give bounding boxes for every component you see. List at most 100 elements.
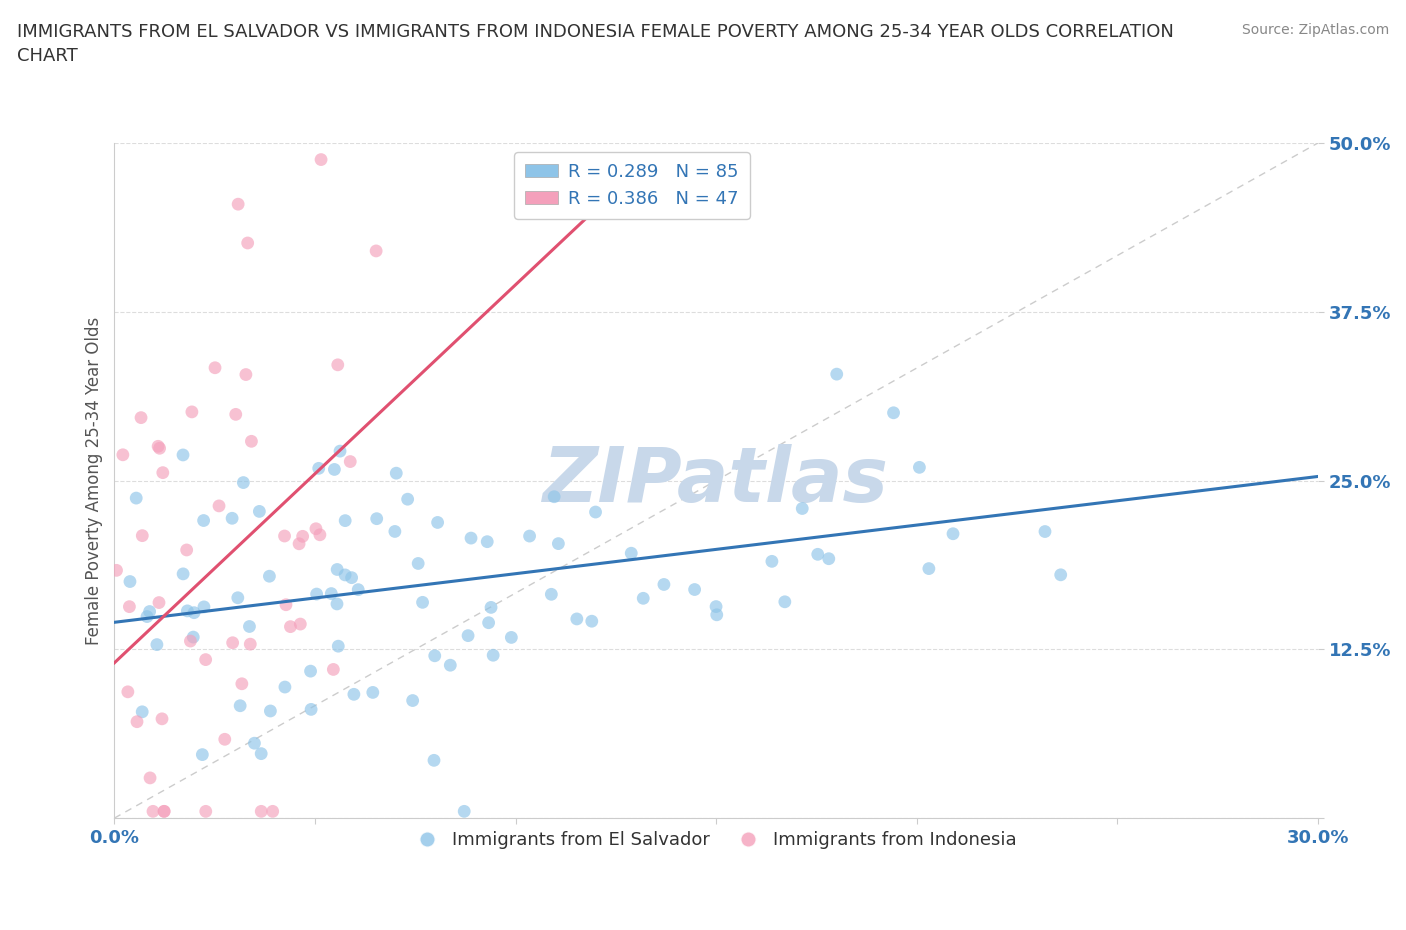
Immigrants from Indonesia <box>139 770 162 785</box>
Immigrants from Indonesia <box>131 528 153 543</box>
Immigrants from Indonesia <box>153 804 176 818</box>
Immigrants from El Salvador <box>501 630 523 644</box>
Immigrants from El Salvador <box>136 609 159 624</box>
Immigrants from Indonesia <box>111 447 134 462</box>
Immigrants from El Salvador <box>683 582 706 597</box>
Immigrants from El Salvador <box>125 491 148 506</box>
Immigrants from El Salvador <box>229 698 252 713</box>
Immigrants from El Salvador <box>807 547 830 562</box>
Immigrants from El Salvador <box>193 513 215 528</box>
Immigrants from Indonesia <box>149 441 172 456</box>
Immigrants from El Salvador <box>581 614 603 629</box>
Immigrants from Indonesia <box>305 522 328 537</box>
Immigrants from El Salvador <box>565 612 588 627</box>
Text: ZIPatlas: ZIPatlas <box>543 444 889 517</box>
Immigrants from El Salvador <box>761 554 783 569</box>
Immigrants from Indonesia <box>309 527 332 542</box>
Immigrants from El Salvador <box>477 534 499 549</box>
Immigrants from Indonesia <box>118 599 141 614</box>
Immigrants from El Salvador <box>426 515 449 530</box>
Immigrants from Indonesia <box>236 235 259 250</box>
Immigrants from El Salvador <box>792 501 814 516</box>
Immigrants from Indonesia <box>239 637 262 652</box>
Immigrants from El Salvador <box>138 604 160 619</box>
Immigrants from Indonesia <box>125 714 148 729</box>
Immigrants from Indonesia <box>152 465 174 480</box>
Immigrants from Indonesia <box>214 732 236 747</box>
Immigrants from El Salvador <box>299 702 322 717</box>
Immigrants from El Salvador <box>652 577 675 591</box>
Immigrants from Indonesia <box>226 197 249 212</box>
Text: IMMIGRANTS FROM EL SALVADOR VS IMMIGRANTS FROM INDONESIA FEMALE POVERTY AMONG 25: IMMIGRANTS FROM EL SALVADOR VS IMMIGRANT… <box>17 23 1174 65</box>
Immigrants from El Salvador <box>620 546 643 561</box>
Immigrants from El Salvador <box>340 570 363 585</box>
Immigrants from El Salvador <box>423 648 446 663</box>
Immigrants from Indonesia <box>240 434 263 449</box>
Immigrants from El Salvador <box>308 461 330 476</box>
Immigrants from El Salvador <box>118 574 141 589</box>
Legend: Immigrants from El Salvador, Immigrants from Indonesia: Immigrants from El Salvador, Immigrants … <box>409 824 1024 857</box>
Immigrants from Indonesia <box>117 684 139 699</box>
Immigrants from El Salvador <box>773 594 796 609</box>
Immigrants from El Salvador <box>908 460 931 475</box>
Immigrants from El Salvador <box>321 586 343 601</box>
Immigrants from El Salvador <box>361 685 384 700</box>
Immigrants from El Salvador <box>172 566 194 581</box>
Immigrants from El Salvador <box>335 513 357 528</box>
Immigrants from Indonesia <box>208 498 231 513</box>
Immigrants from El Salvador <box>243 736 266 751</box>
Immigrants from El Salvador <box>247 504 270 519</box>
Immigrants from El Salvador <box>176 604 198 618</box>
Immigrants from Indonesia <box>280 619 302 634</box>
Y-axis label: Female Poverty Among 25-34 Year Olds: Female Poverty Among 25-34 Year Olds <box>86 316 103 644</box>
Immigrants from El Salvador <box>519 528 541 543</box>
Immigrants from El Salvador <box>343 687 366 702</box>
Immigrants from El Salvador <box>329 444 352 458</box>
Immigrants from Indonesia <box>176 542 198 557</box>
Immigrants from Indonesia <box>273 528 295 543</box>
Immigrants from El Salvador <box>423 753 446 768</box>
Immigrants from El Salvador <box>412 595 434 610</box>
Immigrants from El Salvador <box>406 556 429 571</box>
Immigrants from Indonesia <box>339 454 361 469</box>
Immigrants from Indonesia <box>148 595 170 610</box>
Immigrants from El Salvador <box>460 531 482 546</box>
Immigrants from El Salvador <box>366 512 388 526</box>
Immigrants from El Salvador <box>384 524 406 538</box>
Immigrants from Indonesia <box>288 537 311 551</box>
Immigrants from El Salvador <box>453 804 475 818</box>
Immigrants from El Salvador <box>1033 525 1056 539</box>
Immigrants from El Salvador <box>238 619 260 634</box>
Immigrants from El Salvador <box>146 637 169 652</box>
Immigrants from Indonesia <box>250 804 273 818</box>
Immigrants from El Salvador <box>191 747 214 762</box>
Immigrants from El Salvador <box>328 639 350 654</box>
Immigrants from Indonesia <box>322 662 344 677</box>
Immigrants from El Salvador <box>250 746 273 761</box>
Immigrants from El Salvador <box>326 562 349 577</box>
Immigrants from El Salvador <box>918 561 941 576</box>
Immigrants from Indonesia <box>262 804 284 818</box>
Immigrants from El Salvador <box>825 366 848 381</box>
Immigrants from El Salvador <box>547 537 569 551</box>
Immigrants from El Salvador <box>326 596 349 611</box>
Immigrants from Indonesia <box>309 153 332 167</box>
Immigrants from El Salvador <box>299 664 322 679</box>
Immigrants from El Salvador <box>259 569 281 584</box>
Immigrants from Indonesia <box>150 711 173 726</box>
Immigrants from Indonesia <box>366 244 388 259</box>
Immigrants from Indonesia <box>105 563 128 578</box>
Immigrants from Indonesia <box>153 804 176 818</box>
Immigrants from El Salvador <box>482 648 505 663</box>
Immigrants from Indonesia <box>146 439 169 454</box>
Immigrants from Indonesia <box>194 652 217 667</box>
Immigrants from Indonesia <box>291 529 314 544</box>
Immigrants from El Salvador <box>333 567 356 582</box>
Immigrants from El Salvador <box>183 605 205 620</box>
Immigrants from Indonesia <box>290 617 312 631</box>
Immigrants from El Salvador <box>704 599 727 614</box>
Immigrants from El Salvador <box>259 703 281 718</box>
Immigrants from Indonesia <box>179 633 201 648</box>
Immigrants from Indonesia <box>142 804 165 818</box>
Immigrants from El Salvador <box>631 591 654 605</box>
